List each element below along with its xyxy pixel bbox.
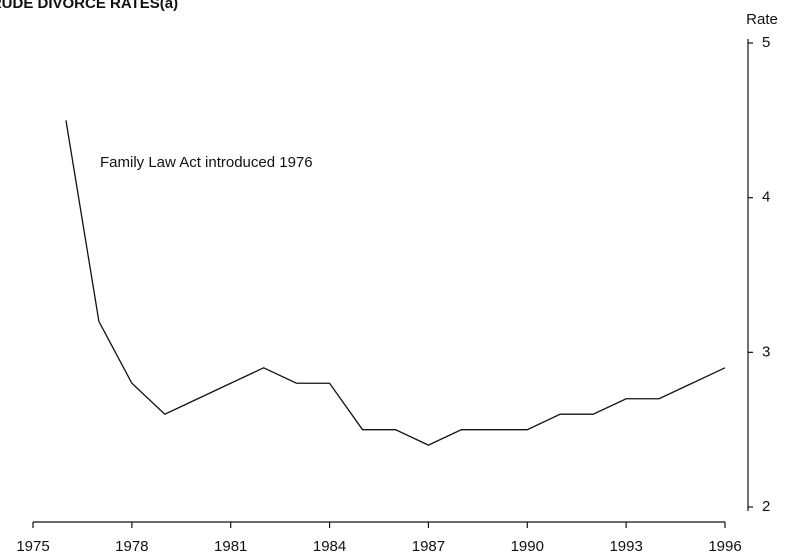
data-line [65,120,726,446]
x-tick-label: 1990 [511,538,544,555]
x-tick-label: 1993 [609,538,642,555]
x-tick-label: 1981 [214,538,247,555]
y-tick-label: 4 [762,189,770,206]
annotation: Family Law Act introduced 1976 [100,154,313,171]
x-tick-label: 1987 [412,538,445,555]
y-tick-label: 3 [762,343,770,360]
x-tick-label: 1984 [313,538,346,555]
y-axis-label: Rate [746,11,778,28]
x-tick-label: 1996 [708,538,741,555]
chart-title: CRUDE DIVORCE RATES(a) [0,0,178,12]
x-tick-label: 1975 [16,538,49,555]
x-tick-label: 1978 [115,538,148,555]
y-tick-label: 2 [762,498,770,515]
y-tick-label: 5 [762,34,770,51]
